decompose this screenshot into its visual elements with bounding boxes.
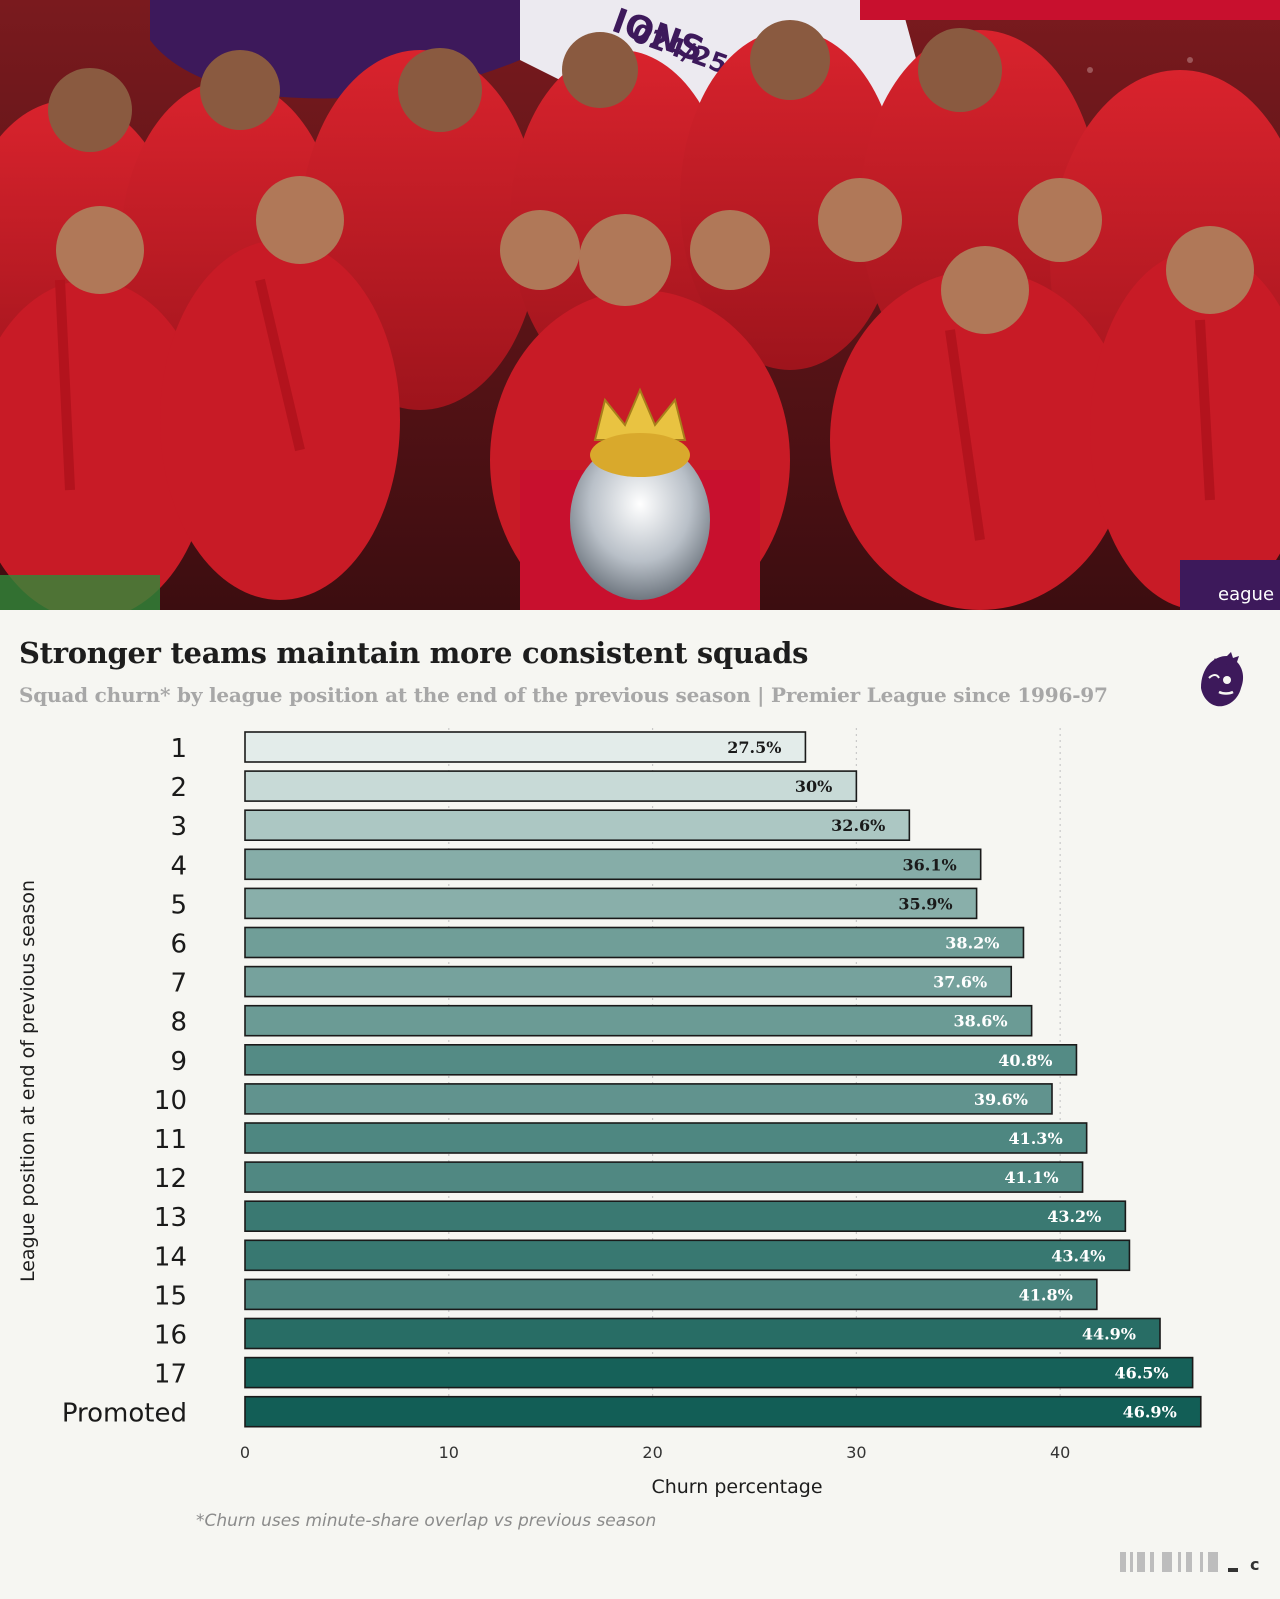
data-label: 41.1% bbox=[1004, 1168, 1058, 1187]
bar bbox=[244, 926, 1025, 959]
bar bbox=[244, 770, 858, 802]
data-label: 27.5% bbox=[727, 738, 781, 757]
category-label: 6 bbox=[170, 930, 187, 960]
bar bbox=[244, 1161, 1084, 1193]
data-label: 41.3% bbox=[1008, 1129, 1062, 1148]
bar bbox=[244, 1122, 1088, 1154]
bar bbox=[244, 848, 982, 881]
bar bbox=[244, 1317, 1161, 1350]
bar bbox=[244, 1395, 1202, 1428]
data-label: 38.2% bbox=[945, 934, 999, 953]
category-label: 7 bbox=[170, 969, 187, 999]
bar bbox=[244, 1004, 1033, 1037]
data-label: 32.6% bbox=[831, 816, 885, 835]
bar bbox=[244, 809, 911, 842]
data-label: 30% bbox=[795, 777, 832, 796]
credit-watermark: c bbox=[1120, 1552, 1259, 1574]
data-label: 37.6% bbox=[933, 973, 987, 992]
bars bbox=[244, 731, 1202, 1428]
data-label: 36.1% bbox=[903, 855, 957, 874]
trophy-icon bbox=[520, 387, 760, 610]
bar bbox=[244, 1239, 1131, 1272]
team-celebration-photo: IONS 024/25 bbox=[0, 0, 1280, 610]
data-label: 43.2% bbox=[1047, 1207, 1101, 1226]
category-label: 15 bbox=[154, 1281, 187, 1311]
category-label: 17 bbox=[154, 1360, 187, 1390]
chart-subtitle: Squad churn* by league position at the e… bbox=[19, 683, 1108, 707]
bar bbox=[244, 1044, 1078, 1076]
bar bbox=[244, 1083, 1053, 1115]
category-label: 3 bbox=[170, 812, 187, 842]
data-label: 41.8% bbox=[1019, 1285, 1073, 1304]
bar bbox=[244, 731, 807, 763]
category-label: 11 bbox=[154, 1125, 187, 1155]
category-label: 4 bbox=[170, 851, 187, 881]
pitchside-board-text: eague bbox=[1218, 584, 1274, 605]
x-tick-label: 20 bbox=[642, 1443, 662, 1462]
data-label: 35.9% bbox=[898, 894, 952, 913]
chart-title: Stronger teams maintain more consistent … bbox=[19, 636, 809, 670]
data-label: 46.5% bbox=[1114, 1364, 1168, 1383]
premier-league-lion-icon bbox=[1201, 652, 1244, 707]
bar bbox=[244, 1278, 1098, 1311]
footnote: *Churn uses minute-share overlap vs prev… bbox=[196, 1511, 657, 1531]
category-label: 14 bbox=[154, 1242, 187, 1272]
value-labels: 27.5% 30% 32.6% 36.1% 35.9% 38.2% 37.6% 38.6% 40… bbox=[727, 738, 1177, 1422]
data-label: 43.4% bbox=[1051, 1246, 1105, 1265]
category-label: 9 bbox=[170, 1047, 187, 1077]
svg-text:c: c bbox=[1250, 1555, 1259, 1574]
category-label: 5 bbox=[170, 890, 187, 920]
category-label: 12 bbox=[154, 1164, 187, 1194]
category-label: 8 bbox=[170, 1008, 187, 1038]
category-label: Promoted bbox=[62, 1399, 187, 1429]
x-axis-ticks: 0 10 20 30 40 bbox=[240, 1443, 1070, 1462]
bar bbox=[244, 1356, 1194, 1389]
data-label: 40.8% bbox=[998, 1051, 1052, 1070]
x-tick-label: 40 bbox=[1050, 1443, 1070, 1462]
bar bbox=[244, 887, 978, 920]
data-label: 46.9% bbox=[1123, 1403, 1177, 1422]
x-tick-label: 30 bbox=[846, 1443, 866, 1462]
y-axis-title: League position at end of previous seaso… bbox=[17, 880, 39, 1282]
data-label: 38.6% bbox=[953, 1012, 1007, 1031]
category-label: 2 bbox=[170, 773, 187, 803]
x-axis-title: Churn percentage bbox=[651, 1476, 822, 1498]
data-label: 44.9% bbox=[1082, 1325, 1136, 1344]
bar bbox=[244, 965, 1013, 998]
x-tick-label: 0 bbox=[240, 1443, 250, 1462]
category-label: 1 bbox=[170, 734, 187, 764]
bar bbox=[244, 1200, 1127, 1232]
data-label: 39.6% bbox=[974, 1090, 1028, 1109]
category-label: 16 bbox=[154, 1321, 187, 1351]
x-tick-label: 10 bbox=[439, 1443, 459, 1462]
category-label: 10 bbox=[154, 1086, 187, 1116]
category-label: 13 bbox=[154, 1203, 187, 1233]
